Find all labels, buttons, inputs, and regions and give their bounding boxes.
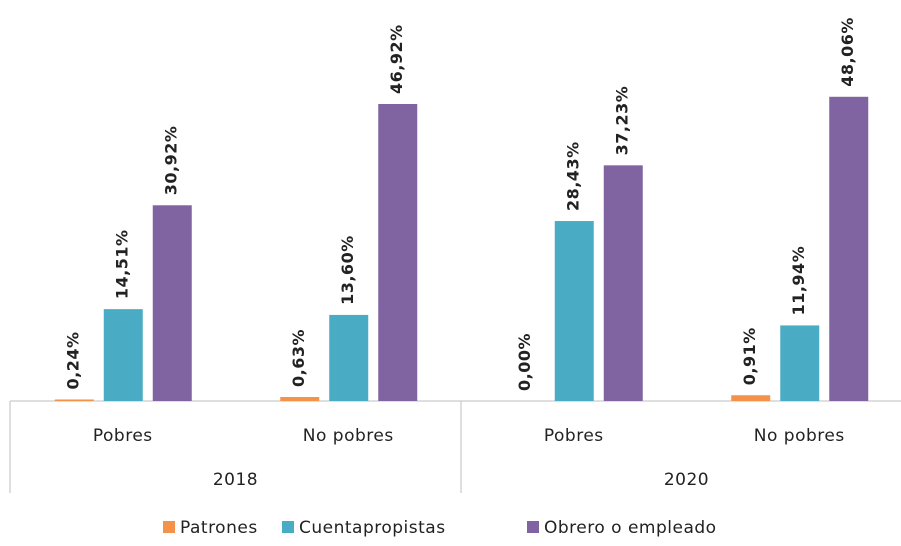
bar [603,165,643,401]
group-label: 2020 [664,470,709,490]
bar [780,325,820,401]
legend-swatch [527,521,539,533]
legend-label: Patrones [180,518,258,538]
bar [829,96,869,401]
value-label: 0,63% [289,329,308,387]
bar [731,395,771,401]
bar [329,314,369,401]
legend-swatch [163,521,175,533]
x-tick-label: No pobres [303,426,394,446]
value-label: 37,23% [613,86,632,156]
legend-label: Obrero o empleado [544,518,717,538]
value-label: 0,91% [740,327,759,385]
value-label: 13,60% [338,235,357,305]
bar [378,103,418,401]
value-label: 28,43% [564,141,583,211]
value-label: 11,94% [789,246,808,316]
value-label: 0,24% [64,331,83,389]
value-label: 46,92% [387,24,406,94]
legend-label: Cuentapropistas [299,518,446,538]
bar [554,221,594,401]
group-label: 2018 [213,470,258,490]
legend-swatch [282,521,294,533]
x-tick-label: Pobres [544,426,604,446]
bar [54,399,94,401]
bar [103,309,143,401]
x-tick-label: No pobres [754,426,845,446]
bar [152,205,192,401]
value-label: 48,06% [838,17,857,87]
value-label: 30,92% [162,126,181,196]
value-label: 0,00% [515,333,534,391]
bar [280,397,320,401]
x-tick-label: Pobres [93,426,153,446]
value-label: 14,51% [113,230,132,300]
